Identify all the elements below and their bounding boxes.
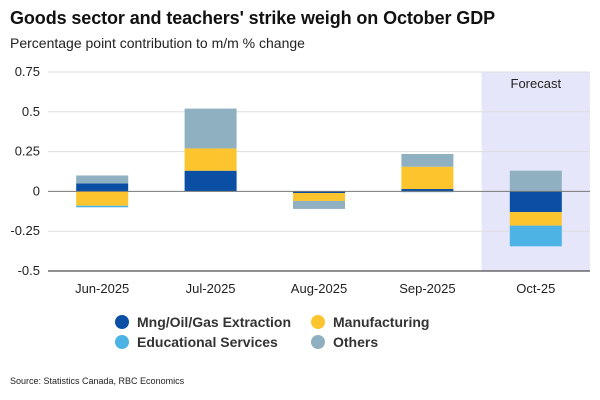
y-tick-label: 0.25 (15, 144, 40, 159)
x-tick-label: Jun-2025 (75, 281, 129, 296)
bar-segment (401, 166, 454, 190)
legend-item-manufacturing[interactable]: Manufacturing (311, 314, 461, 330)
bar-segment (184, 108, 237, 149)
bar-segment (509, 191, 562, 213)
legend-swatch-mng (115, 315, 129, 329)
bar-segment (509, 212, 562, 226)
bar-segment (76, 175, 129, 184)
legend-label-education: Educational Services (137, 334, 278, 350)
legend-swatch-others (311, 335, 325, 349)
legend-swatch-manufacturing (311, 315, 325, 329)
legend-label-mng: Mng/Oil/Gas Extraction (137, 314, 292, 330)
bar-segment (293, 192, 345, 201)
bar-segment (509, 170, 562, 192)
source-note: Source: Statistics Canada, RBC Economics (10, 376, 185, 386)
chart-subtitle: Percentage point contribution to m/m % c… (10, 35, 305, 51)
bar-segment (293, 200, 345, 209)
chart-title: Goods sector and teachers' strike weigh … (10, 8, 496, 28)
legend-label-manufacturing: Manufacturing (333, 314, 430, 330)
bar-segment (76, 191, 129, 206)
y-tick-label: -0.25 (10, 223, 40, 238)
bar-segment (76, 205, 129, 208)
legend-swatch-education (115, 335, 129, 349)
y-tick-label: 0.5 (22, 104, 40, 119)
bar-segment (509, 225, 562, 247)
legend: Mng/Oil/Gas Extraction Manufacturing Edu… (115, 314, 461, 350)
legend-item-mng[interactable]: Mng/Oil/Gas Extraction (115, 314, 311, 330)
x-tick-label: Aug-2025 (291, 281, 347, 296)
legend-item-education[interactable]: Educational Services (115, 334, 311, 350)
y-tick-label: -0.5 (18, 263, 40, 278)
y-tick-label: 0.75 (15, 64, 40, 79)
forecast-label: Forecast (511, 76, 562, 91)
legend-label-others: Others (333, 334, 379, 350)
x-tick-label: Jul-2025 (186, 281, 236, 296)
bar-segment (401, 189, 454, 192)
bar-segment (76, 183, 129, 192)
x-tick-label: Oct-25 (516, 281, 555, 296)
legend-item-others[interactable]: Others (311, 334, 461, 350)
x-tick-label: Sep-2025 (399, 281, 455, 296)
y-tick-label: 0 (33, 183, 40, 198)
bar-segment (293, 191, 345, 193)
bar-segment (184, 170, 237, 192)
bar-segment (184, 148, 237, 171)
bar-segment (401, 153, 454, 167)
